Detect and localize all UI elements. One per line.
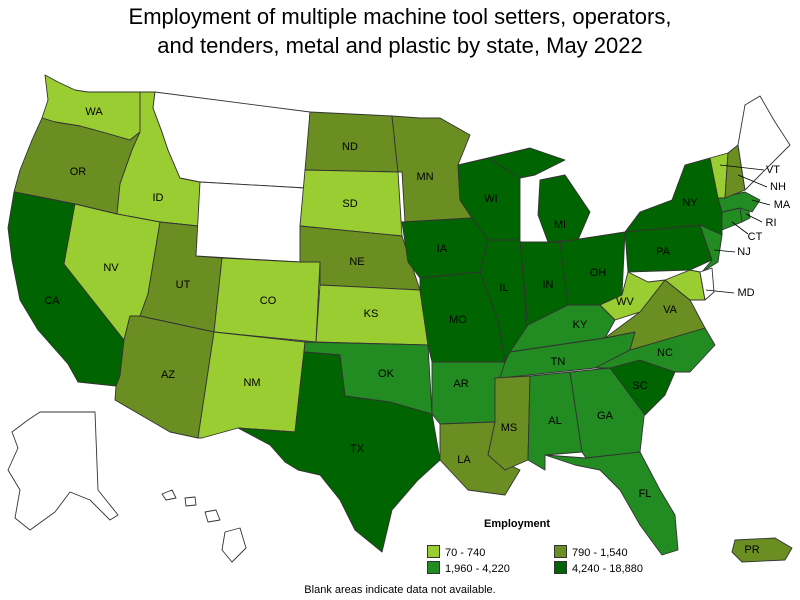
- label-GA: GA: [597, 410, 614, 422]
- legend-label-1: 70 - 740: [445, 547, 486, 559]
- legend-item-1: 70 - 740: [427, 545, 485, 559]
- label-CT: CT: [748, 231, 763, 243]
- state-labels: WA OR CA ID NV UT AZ CO NM ND SD NE KS O…: [44, 106, 791, 556]
- footnote: Blank areas indicate data not available.: [304, 584, 496, 596]
- label-KY: KY: [573, 319, 588, 331]
- label-ND: ND: [342, 141, 358, 153]
- label-MD: MD: [737, 287, 754, 299]
- label-NJ: NJ: [737, 246, 750, 258]
- legend-title: Employment: [483, 518, 550, 530]
- state-WV[interactable]: [599, 271, 666, 321]
- state-TX[interactable]: [237, 351, 441, 553]
- label-VT: VT: [766, 164, 780, 176]
- label-WV: WV: [616, 296, 634, 308]
- label-SD: SD: [342, 198, 357, 210]
- leader-MD: [705, 289, 735, 294]
- label-PR: PR: [744, 544, 759, 556]
- label-TX: TX: [350, 443, 365, 455]
- label-AZ: AZ: [161, 369, 175, 381]
- label-OH: OH: [590, 267, 607, 279]
- map-title: Employment of multiple machine tool sett…: [0, 2, 800, 60]
- legend-item-4: 4,240 - 18,880: [554, 561, 643, 575]
- legend-swatch-3: [427, 561, 440, 574]
- legend-swatch-1: [427, 545, 440, 558]
- state-AR[interactable]: [431, 361, 506, 425]
- state-WY[interactable]: [195, 181, 306, 263]
- label-TN: TN: [551, 356, 566, 368]
- label-ID: ID: [153, 192, 164, 204]
- label-OK: OK: [378, 368, 395, 380]
- label-VA: VA: [663, 304, 678, 316]
- state-NY[interactable]: [624, 157, 723, 241]
- leader-MA: [751, 199, 771, 206]
- label-MI: MI: [554, 219, 566, 231]
- leader-VT: [719, 164, 765, 171]
- state-AK[interactable]: [7, 411, 119, 531]
- label-IL: IL: [499, 282, 508, 294]
- state-NJ[interactable]: [699, 224, 723, 273]
- label-CO: CO: [260, 295, 277, 307]
- legend-label-4: 4,240 - 18,880: [572, 563, 643, 575]
- label-AR: AR: [453, 378, 468, 390]
- label-RI: RI: [766, 217, 777, 229]
- label-UT: UT: [176, 279, 191, 291]
- leader-NH: [737, 174, 768, 188]
- legend-item-3: 1,960 - 4,220: [427, 561, 510, 575]
- legend-item-2: 790 - 1,540: [554, 545, 628, 559]
- label-NC: NC: [657, 347, 673, 359]
- legend-label-2: 790 - 1,540: [572, 547, 628, 559]
- legend-swatch-2: [554, 545, 567, 558]
- label-NM: NM: [243, 377, 260, 389]
- legend-swatch-4: [554, 561, 567, 574]
- label-NE: NE: [349, 256, 364, 268]
- legend-label-3: 1,960 - 4,220: [445, 563, 510, 575]
- label-MO: MO: [449, 314, 467, 326]
- label-MS: MS: [501, 422, 518, 434]
- state-ME[interactable]: [737, 95, 791, 191]
- legend: Employment 70 - 740 790 - 1,540 1,960 - …: [427, 518, 667, 575]
- label-SC: SC: [632, 380, 647, 392]
- label-KS: KS: [364, 308, 379, 320]
- leader-NJ: [713, 249, 736, 253]
- label-PA: PA: [656, 246, 671, 258]
- leader-CT: [731, 221, 749, 235]
- label-CA: CA: [44, 295, 60, 307]
- title-line-1: Employment of multiple machine tool sett…: [128, 4, 672, 29]
- label-FL: FL: [639, 488, 652, 500]
- label-NV: NV: [103, 262, 119, 274]
- label-WA: WA: [85, 106, 103, 118]
- label-OR: OR: [70, 166, 87, 178]
- label-MA: MA: [774, 199, 791, 211]
- state-DE[interactable]: [699, 267, 715, 301]
- label-NY: NY: [682, 197, 698, 209]
- label-MN: MN: [416, 171, 433, 183]
- title-line-2: and tenders, metal and plastic by state,…: [157, 33, 643, 58]
- label-AL: AL: [548, 415, 561, 427]
- state-FL[interactable]: [544, 451, 679, 556]
- label-IN: IN: [543, 279, 554, 291]
- state-HI[interactable]: [161, 489, 247, 563]
- label-NH: NH: [770, 181, 786, 193]
- label-WI: WI: [484, 193, 497, 205]
- state-CO[interactable]: [213, 257, 321, 343]
- label-LA: LA: [457, 454, 471, 466]
- label-IA: IA: [437, 243, 448, 255]
- leader-RI: [745, 213, 763, 223]
- state-PR[interactable]: [731, 537, 793, 563]
